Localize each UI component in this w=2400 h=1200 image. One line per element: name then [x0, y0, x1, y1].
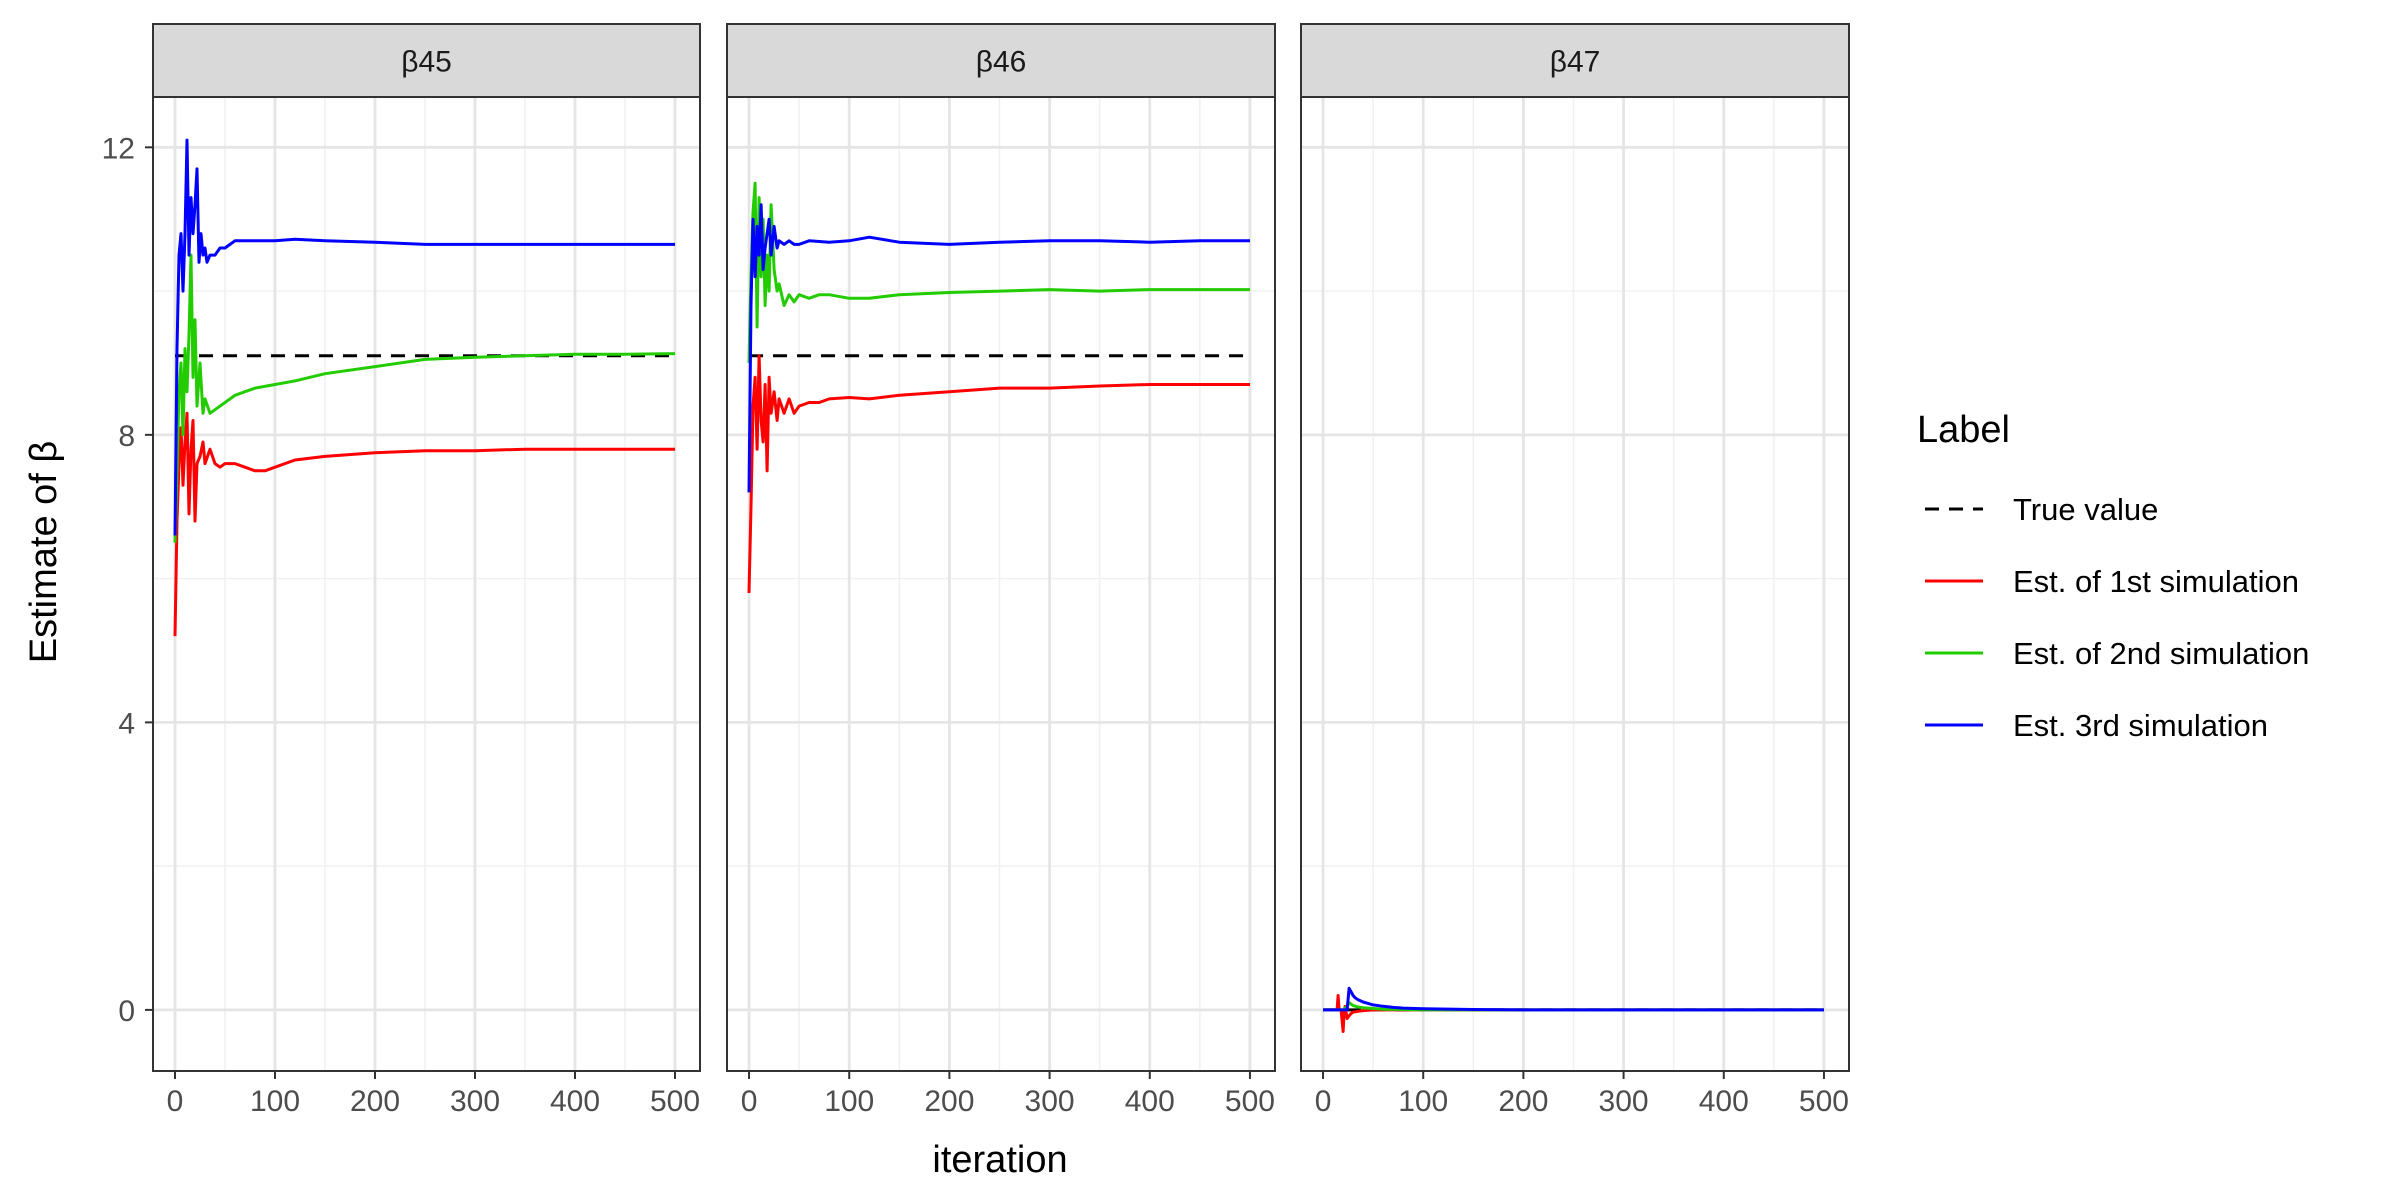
- series-line-3: [173, 138, 675, 536]
- facet-strip-label: β47: [1550, 46, 1601, 79]
- y-axis-title-symbol: β: [23, 441, 65, 463]
- x-tick-label: 200: [350, 1085, 400, 1118]
- legend-label-2: Est. of 1st simulation: [2013, 564, 2299, 599]
- x-tick-label: 500: [1225, 1085, 1275, 1118]
- series-line-1: [173, 411, 675, 637]
- legend-title: Label: [1917, 409, 2010, 451]
- y-tick-label: 4: [118, 707, 135, 740]
- legend: Label True value Est. of 1st simulation Est…: [1917, 409, 2309, 743]
- facet-strip: [152, 23, 701, 98]
- panel-lines: [747, 181, 1250, 594]
- legend-label-1: True value: [2013, 492, 2158, 527]
- panel-lines: [173, 138, 676, 637]
- x-tick-label: 200: [1498, 1085, 1548, 1118]
- x-tick-label: 200: [924, 1085, 974, 1118]
- x-tick-label: 400: [1699, 1085, 1749, 1118]
- x-tick-label: 0: [741, 1085, 758, 1118]
- series-line-3: [1323, 986, 1824, 1012]
- y-axis-title: Estimate of β: [23, 441, 65, 664]
- panel-border: [152, 96, 701, 1072]
- facet-strip-label: β45: [401, 46, 452, 79]
- x-tick-label: 400: [1125, 1085, 1175, 1118]
- series-line-2: [173, 253, 676, 543]
- panel-background: [727, 97, 1275, 1071]
- x-tick-label: 300: [1599, 1085, 1649, 1118]
- panel-border: [726, 96, 1276, 1072]
- legend-label-4: Est. 3rd simulation: [2013, 708, 2268, 743]
- x-tick-label: 100: [1398, 1085, 1448, 1118]
- x-tick-label: 400: [550, 1085, 600, 1118]
- x-tick-label: 300: [450, 1085, 500, 1118]
- panel-lines: [1323, 986, 1824, 1033]
- panel-background: [153, 97, 700, 1071]
- panel-border: [1300, 96, 1850, 1072]
- x-tick-label: 100: [250, 1085, 300, 1118]
- series-line-3: [747, 203, 1250, 493]
- facet-panels: β45 β46 β47: [152, 23, 1850, 1072]
- x-tick-label: 0: [1315, 1085, 1332, 1118]
- y-tick-label: 0: [118, 995, 135, 1028]
- panel-background: [1301, 97, 1849, 1071]
- legend-label-3: Est. of 2nd simulation: [2013, 636, 2309, 671]
- facet-panel-1: β45: [152, 23, 701, 1072]
- y-tick-label: 8: [118, 420, 135, 453]
- x-axis-title: iteration: [932, 1139, 1067, 1181]
- x-tick-label: 500: [1799, 1085, 1849, 1118]
- x-tick-label: 500: [650, 1085, 700, 1118]
- facet-strip: [1300, 23, 1850, 98]
- x-tick-label: 0: [167, 1085, 184, 1118]
- facet-panel-3: β47: [1300, 23, 1850, 1072]
- y-axis: 0 4 8 12: [102, 132, 153, 1028]
- x-tick-label: 300: [1025, 1085, 1075, 1118]
- series-line-1: [747, 354, 1250, 594]
- y-tick-label: 12: [102, 132, 135, 165]
- x-tick-label: 100: [824, 1085, 874, 1118]
- facet-strip-label: β46: [976, 46, 1027, 79]
- y-axis-title-prefix: Estimate of: [23, 463, 65, 664]
- facet-panel-2: β46: [726, 23, 1276, 1072]
- x-axes: 0 100 200 300 400 500 0 100 200 300 400 500 0 100 200 3…: [167, 1071, 1849, 1118]
